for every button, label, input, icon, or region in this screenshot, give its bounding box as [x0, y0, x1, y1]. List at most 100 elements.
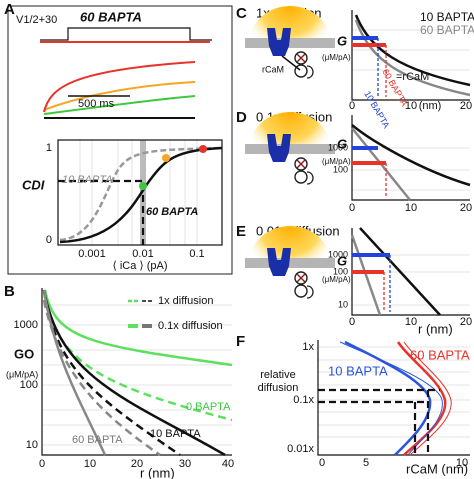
panel-label: D [236, 109, 247, 126]
curve [43, 289, 233, 367]
curve [354, 14, 471, 87]
curve [42, 289, 107, 456]
panel-label: A [4, 1, 15, 18]
curve [351, 124, 471, 187]
y-tick-label: 1000 [14, 319, 38, 331]
panel-label: F [236, 333, 245, 350]
x-tick-label: 0 [319, 457, 325, 469]
y-label: relative [260, 369, 295, 381]
x-tick-label: 10 [405, 316, 417, 328]
plot-c: 10 BAPTA 60 BAPTA =rCaM G (μM/pA) 0 10 2… [322, 10, 474, 130]
y-tick-label: 100 [333, 164, 348, 174]
x-tick-label: 30 [179, 458, 191, 470]
x-label: rCaM (nm) [406, 461, 468, 476]
curve-label: 10 BAPTA [150, 428, 201, 440]
y-label: G [337, 136, 347, 151]
curve [59, 146, 223, 242]
axes [57, 139, 223, 246]
x-tick-label: 0.001 [78, 248, 106, 260]
curve-label: 60 BAPTA [146, 206, 198, 218]
arrow-label: 10 BAPTA [362, 89, 391, 130]
x-tick-label: 0 [39, 458, 45, 470]
plot-d: G (μM/pA) 1000 100 0 10 20 [322, 115, 472, 214]
cartoon-label: rCaM [262, 64, 284, 74]
curve [42, 299, 161, 457]
y-tick-label: 0.01x [287, 443, 314, 455]
voltage-label: V1/2+30 [16, 14, 57, 26]
curve-label: 60 BAPTA [72, 434, 123, 446]
trace [43, 81, 196, 111]
point [139, 182, 147, 190]
curve-label: 10 BAPTA [420, 10, 474, 24]
y-tick-label: 0 [46, 234, 52, 246]
curve-label: 0 BAPTA [186, 401, 231, 413]
y-label: G [337, 33, 347, 48]
trace [43, 95, 196, 115]
plot-f: 1x 0.1x 0.01x relative diffusion 0 5 10 … [258, 340, 470, 476]
y-label: GO [14, 346, 34, 361]
y-tick-label: 0.1x [293, 394, 314, 406]
panel-label: C [236, 5, 247, 22]
y-tick-label: 100 [20, 379, 38, 391]
curve-label: 60 BAPTA [410, 347, 470, 362]
x-label: ⟨ iCa ⟩ (pA) [112, 260, 167, 272]
plot-e: G (μM/pA) 1000 100 10 0 10 20 r (nm) [322, 227, 472, 336]
curve [359, 227, 441, 316]
x-label: (nm) [419, 100, 442, 112]
curve [42, 289, 226, 457]
distance-bar [281, 55, 301, 71]
point [162, 154, 170, 162]
curve [43, 299, 233, 422]
curve [396, 341, 447, 456]
x-tick-label: 20 [131, 458, 143, 470]
trace-title: 60 BAPTA [80, 9, 142, 24]
curve [59, 146, 223, 244]
y-unit: (μM/pA) [6, 369, 38, 379]
x-tick-label: 10 [84, 458, 96, 470]
axes [317, 340, 470, 456]
grid-line [352, 254, 470, 306]
panel-frame [7, 5, 233, 275]
guide [318, 388, 440, 455]
curve [339, 341, 443, 456]
curve [354, 19, 471, 97]
curve-label: 10 BAPTA [328, 363, 388, 378]
x-label: r (nm) [418, 321, 453, 336]
scale-bar-label: 500 ms [78, 98, 115, 110]
x-tick-label: 10 [405, 202, 417, 214]
x-tick-label: 20 [460, 202, 472, 214]
curve-label: 10 BAPTA [62, 174, 113, 186]
y-label: CDI [22, 177, 45, 192]
y-unit: (μM/pA) [322, 157, 351, 166]
x-tick-label: 10 [405, 100, 417, 112]
x-tick-label: 10 [456, 457, 468, 469]
y-label: G [337, 253, 347, 268]
x-tick-label: 0 [349, 100, 355, 112]
y-label: diffusion [258, 382, 299, 394]
x-tick-label: 0.1 [189, 248, 204, 260]
x-tick-label: 5 [363, 457, 369, 469]
y-unit: (μM/pA) [322, 53, 351, 62]
y-unit: (μM/pA) [322, 275, 351, 284]
grid-line [352, 147, 470, 191]
legend-label: 1x diffusion [158, 295, 213, 307]
cdi-plot: 1 0 CDI 0.001 0.01 0.1 ⟨ iCa ⟩ (pA) 10 B… [22, 139, 223, 272]
curve [350, 234, 382, 316]
y-tick-label: 1000 [328, 249, 348, 259]
y-tick-label: 10 [338, 299, 348, 309]
panel-label: E [236, 223, 246, 240]
x-tick-label: 20 [460, 316, 472, 328]
axes [41, 288, 232, 456]
x-tick-label: 40 [222, 458, 234, 470]
guide [58, 179, 145, 245]
grid-line [318, 346, 470, 438]
plot-b: 1x diffusion 0.1x diffusion 1000 100 10 … [6, 288, 234, 479]
trace [43, 61, 196, 113]
point [199, 145, 207, 153]
marker-label: =rCaM [396, 71, 429, 83]
panel-label: B [4, 283, 15, 300]
x-tick-label: 0 [349, 316, 355, 328]
y-tick-label: 1000 [328, 142, 348, 152]
voltage-step [40, 27, 212, 41]
